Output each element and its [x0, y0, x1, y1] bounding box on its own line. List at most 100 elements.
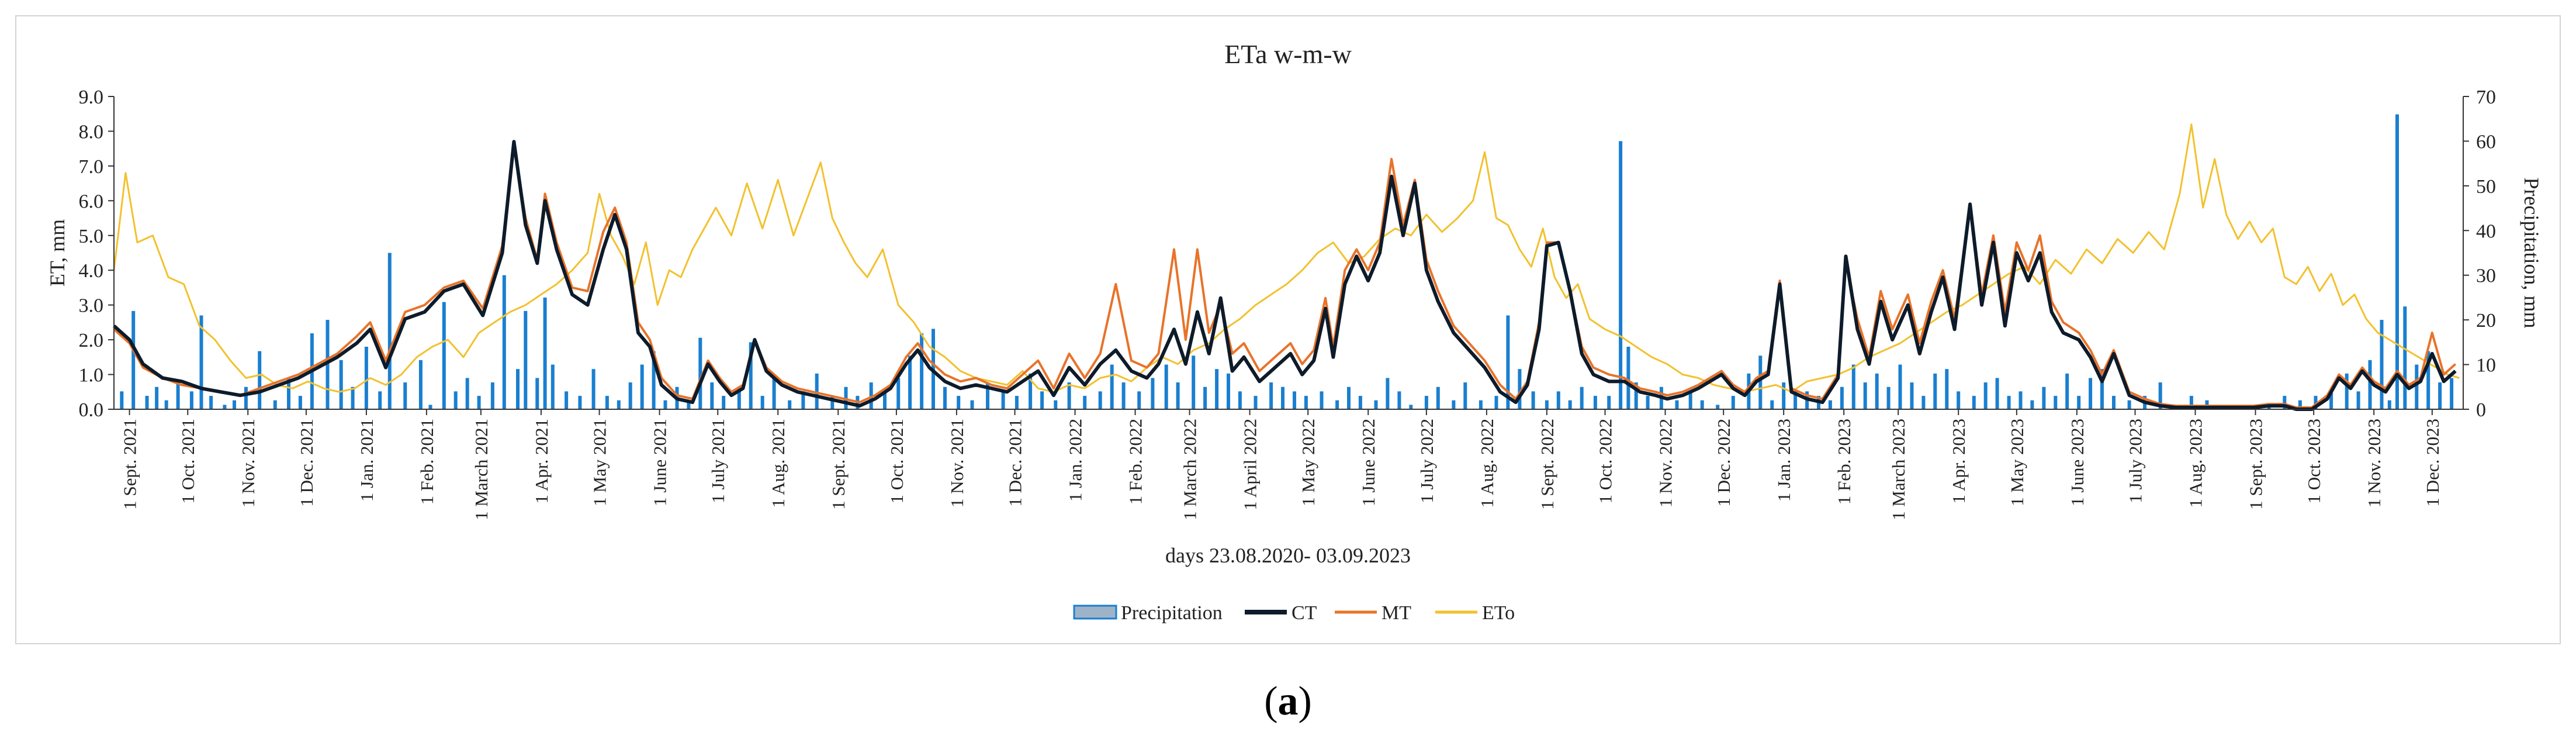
- series-line-eto: [113, 123, 2460, 393]
- precipitation-bar: [1110, 364, 1114, 409]
- precipitation-bar: [1374, 400, 1378, 409]
- precipitation-bar: [1320, 391, 1324, 409]
- precipitation-bar: [591, 369, 595, 409]
- precipitation-bar: [1518, 369, 1522, 409]
- precipitation-bar: [2054, 396, 2058, 409]
- precipitation-bar: [710, 382, 714, 409]
- precipitation-bar: [2298, 400, 2302, 409]
- precipitation-bar: [1607, 396, 1611, 409]
- precipitation-bar: [524, 310, 528, 409]
- precipitation-bar: [943, 386, 947, 409]
- precipitation-bar: [1436, 386, 1440, 409]
- precipitation-bar: [1983, 382, 1988, 409]
- x-tick-label: 1 March 2023: [1888, 419, 1909, 520]
- precipitation-bar: [1040, 391, 1044, 409]
- y-tick-label: 5.0: [79, 226, 104, 247]
- precipitation-bar: [920, 333, 924, 409]
- precipitation-bar: [1479, 400, 1483, 409]
- precipitation-bar: [1545, 400, 1549, 409]
- precipitation-bar: [1001, 391, 1005, 409]
- precipitation-bar: [801, 391, 805, 409]
- x-tick-label: 1 Oct. 2023: [2304, 419, 2324, 504]
- precipitation-bar: [502, 275, 506, 409]
- precipitation-bar: [1828, 400, 1832, 409]
- precipitation-bar: [1568, 400, 1572, 409]
- precipitation-bar: [908, 355, 912, 409]
- precipitation-bar: [605, 396, 609, 409]
- chart-title: ETa w-m-w: [1224, 39, 1352, 69]
- precipitation-bar: [453, 391, 458, 409]
- precipitation-bar: [1176, 382, 1180, 409]
- x-tick-label: 1 Dec. 2022: [1713, 419, 1734, 507]
- precipitation-bar: [749, 342, 753, 409]
- precipitation-bar: [1164, 364, 1168, 409]
- x-tick-label: 1 Apr. 2023: [1948, 419, 1969, 504]
- precipitation-bar: [2438, 382, 2442, 409]
- precipitation-bar: [2077, 396, 2081, 409]
- precipitation-bar: [2065, 373, 2069, 409]
- precipitation-bar: [550, 364, 555, 409]
- precipitation-bar: [418, 360, 423, 409]
- precipitation-bar: [364, 347, 368, 409]
- precipitation-bar: [176, 382, 180, 409]
- precipitation-bar: [339, 360, 343, 409]
- x-tick-label: 1 May 2021: [590, 419, 610, 506]
- precipitation-bar: [1238, 391, 1242, 409]
- precipitation-bar: [223, 405, 227, 409]
- y-axis-label: ET, mm: [46, 219, 69, 286]
- precipitation-bar: [1758, 355, 1763, 409]
- precipitation-bar: [1304, 396, 1308, 409]
- y2-tick-label: 10: [2476, 355, 2496, 377]
- precipitation-bar: [1452, 400, 1456, 409]
- precipitation-bar: [2395, 114, 2399, 409]
- precipitation-bar: [1121, 382, 1126, 409]
- precipitation-bar: [1192, 355, 1196, 409]
- precipitation-bar: [145, 396, 149, 409]
- y-tick-label: 3.0: [79, 295, 104, 317]
- precipitation-bar: [1688, 391, 1692, 409]
- chart-frame: [15, 15, 2561, 644]
- y-tick-label: 0.0: [79, 399, 104, 421]
- precipitation-bar: [687, 400, 691, 409]
- precipitation-bar: [1933, 373, 1937, 409]
- x-tick-label: 1 Feb. 2021: [417, 419, 437, 505]
- precipitation-bar: [957, 396, 961, 409]
- precipitation-bar: [1700, 400, 1704, 409]
- precipitation-bar: [652, 351, 656, 409]
- precipitation-bar: [1731, 396, 1735, 409]
- precipitation-bar: [1921, 396, 1926, 409]
- precipitation-bar: [403, 382, 407, 409]
- precipitation-bar: [1409, 405, 1413, 409]
- precipitation-bar: [351, 386, 355, 409]
- precipitation-bar: [209, 396, 213, 409]
- x-tick-label: 1 Jan. 2023: [1774, 419, 1794, 502]
- figure-caption: (a): [0, 678, 2576, 725]
- precipitation-bar: [1227, 373, 1230, 409]
- precipitation-bar: [788, 400, 792, 409]
- precipitation-bar: [970, 400, 974, 409]
- y-tick-label: 2.0: [79, 330, 104, 351]
- precipitation-bar: [1675, 400, 1679, 409]
- precipitation-bar: [378, 391, 382, 409]
- y-tick-label: 8.0: [79, 121, 104, 143]
- precipitation-bar: [2089, 378, 2093, 409]
- x-tick-label: 1 Feb. 2022: [1126, 419, 1146, 505]
- series-line-mt: [113, 144, 2457, 409]
- x-tick-label: 1 Dec. 2021: [296, 419, 317, 507]
- precipitation-bar: [640, 364, 644, 409]
- precipitation-bar: [1646, 396, 1650, 409]
- precipitation-bar: [1910, 382, 1914, 409]
- precipitation-bar: [543, 297, 547, 409]
- precipitation-bar: [1506, 315, 1510, 409]
- precipitation-bar: [2387, 400, 2391, 409]
- precipitation-bar: [287, 378, 290, 409]
- x-tick-label: 1 June 2023: [2067, 419, 2087, 506]
- precipitation-bar: [1851, 364, 1855, 409]
- y-tick-label: 4.0: [79, 260, 104, 282]
- precipitation-bar: [2450, 378, 2454, 409]
- precipitation-bar: [628, 382, 632, 409]
- legend-label-mt: MT: [1382, 602, 1411, 624]
- precipitation-bar: [2314, 396, 2318, 409]
- precipitation-bar: [2018, 391, 2023, 409]
